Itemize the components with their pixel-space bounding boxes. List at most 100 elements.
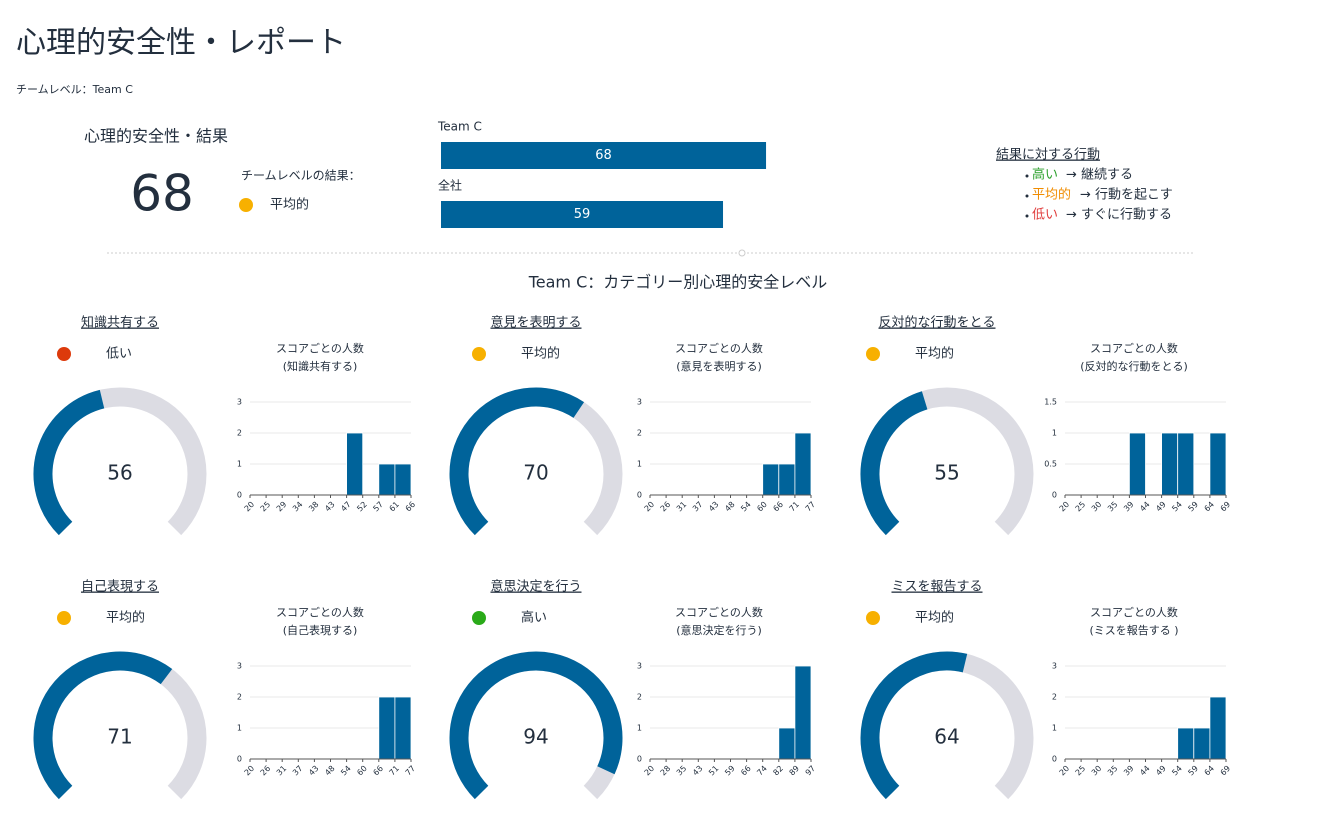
x-tick-label: 97 bbox=[804, 764, 818, 778]
gauge-fill bbox=[33, 651, 173, 800]
page-subtitle: チームレベル：Team C bbox=[16, 83, 133, 96]
histogram-bar bbox=[1177, 727, 1195, 760]
gauge-fill bbox=[860, 651, 968, 800]
histogram-title: スコアごとの人数 bbox=[276, 341, 364, 355]
x-tick-label: 43 bbox=[323, 500, 337, 514]
x-tick-label: 31 bbox=[275, 764, 289, 778]
histogram-bar bbox=[1161, 432, 1179, 496]
legend-action: → 行動を起こす bbox=[1080, 188, 1173, 203]
x-tick-label: 64 bbox=[1203, 500, 1217, 514]
legend-bullet bbox=[1025, 174, 1029, 178]
x-tick-label: 20 bbox=[1058, 764, 1072, 778]
x-tick-label: 44 bbox=[1138, 764, 1152, 778]
x-tick-label: 69 bbox=[1219, 764, 1233, 778]
histogram-subtitle: (反対的な行動をとる) bbox=[1080, 359, 1188, 373]
x-tick-label: 61 bbox=[388, 500, 402, 514]
x-tick-label: 57 bbox=[371, 500, 385, 514]
x-tick-label: 25 bbox=[1074, 500, 1088, 514]
x-tick-label: 31 bbox=[675, 500, 689, 514]
histogram-title: スコアごとの人数 bbox=[276, 605, 364, 619]
x-tick-label: 25 bbox=[259, 500, 273, 514]
y-tick-label: 3 bbox=[237, 662, 242, 671]
x-tick-label: 64 bbox=[1203, 764, 1217, 778]
x-tick-label: 28 bbox=[659, 764, 673, 778]
status-label: 低い bbox=[106, 347, 132, 362]
x-tick-label: 35 bbox=[1106, 764, 1120, 778]
histogram-bar bbox=[1209, 696, 1227, 760]
bar-value-label: 68 bbox=[595, 148, 612, 163]
x-tick-label: 20 bbox=[1058, 500, 1072, 514]
x-tick-label: 26 bbox=[259, 764, 273, 778]
x-tick-label: 48 bbox=[323, 764, 337, 778]
x-tick-label: 43 bbox=[691, 764, 705, 778]
histogram-bar bbox=[394, 463, 412, 496]
x-tick-label: 37 bbox=[291, 764, 305, 778]
x-tick-label: 20 bbox=[643, 500, 657, 514]
status-dot bbox=[57, 611, 71, 625]
status-label: 平均的 bbox=[106, 610, 145, 626]
x-tick-label: 25 bbox=[1074, 764, 1088, 778]
y-tick-label: 0 bbox=[637, 491, 642, 500]
x-tick-label: 51 bbox=[707, 764, 721, 778]
status-dot bbox=[472, 347, 486, 361]
y-tick-label: 1.5 bbox=[1044, 398, 1057, 407]
y-tick-label: 2 bbox=[637, 429, 642, 438]
status-dot bbox=[57, 347, 71, 361]
panel-title: ミスを報告する bbox=[891, 580, 982, 595]
legend-level: 低い bbox=[1032, 208, 1058, 223]
summary-score: 68 bbox=[130, 165, 194, 223]
y-tick-label: 3 bbox=[1052, 662, 1057, 671]
y-tick-label: 1 bbox=[237, 460, 242, 469]
y-tick-label: 0 bbox=[637, 755, 642, 764]
x-tick-label: 60 bbox=[755, 500, 769, 514]
y-tick-label: 0.5 bbox=[1044, 460, 1057, 469]
x-tick-label: 59 bbox=[1186, 500, 1200, 514]
histogram-bar bbox=[1193, 727, 1211, 760]
status-dot bbox=[472, 611, 486, 625]
x-tick-label: 30 bbox=[1090, 764, 1104, 778]
x-tick-label: 54 bbox=[339, 764, 353, 778]
panel-title: 反対的な行動をとる bbox=[878, 315, 995, 331]
x-tick-label: 49 bbox=[1154, 500, 1168, 514]
status-label: 高い bbox=[521, 610, 547, 626]
histogram-bar bbox=[394, 696, 412, 760]
x-tick-label: 82 bbox=[771, 764, 785, 778]
y-tick-label: 1 bbox=[1052, 429, 1057, 438]
x-tick-label: 35 bbox=[1106, 500, 1120, 514]
x-tick-label: 74 bbox=[755, 764, 769, 778]
gauge-fill bbox=[860, 391, 928, 536]
x-tick-label: 52 bbox=[355, 500, 369, 514]
legend-level: 高い bbox=[1032, 167, 1058, 183]
y-tick-label: 3 bbox=[637, 662, 642, 671]
bar-category: Team C bbox=[437, 120, 482, 134]
bar-category: 全社 bbox=[438, 178, 462, 193]
x-tick-label: 66 bbox=[404, 500, 418, 514]
x-tick-label: 20 bbox=[243, 500, 257, 514]
x-tick-label: 26 bbox=[659, 500, 673, 514]
legend-action: → 継続する bbox=[1066, 168, 1133, 183]
histogram-title: スコアごとの人数 bbox=[675, 605, 763, 619]
legend-bullet bbox=[1025, 214, 1029, 218]
panel-title: 自己表現する bbox=[81, 580, 159, 595]
x-tick-label: 54 bbox=[1170, 764, 1184, 778]
status-label: 平均的 bbox=[915, 610, 954, 626]
y-tick-label: 2 bbox=[637, 693, 642, 702]
x-tick-label: 43 bbox=[707, 500, 721, 514]
histogram-bar bbox=[1177, 432, 1195, 496]
x-tick-label: 39 bbox=[1122, 500, 1136, 514]
legend-bullet bbox=[1025, 194, 1029, 198]
legend-level: 平均的 bbox=[1032, 187, 1071, 203]
histogram-bar bbox=[778, 463, 796, 496]
y-tick-label: 0 bbox=[237, 755, 242, 764]
status-dot bbox=[239, 198, 253, 212]
bar bbox=[441, 142, 767, 169]
gauge-value: 64 bbox=[934, 725, 959, 749]
gauge-value: 71 bbox=[107, 725, 132, 749]
legend-title: 結果に対する行動 bbox=[996, 148, 1100, 163]
y-tick-label: 2 bbox=[1052, 693, 1057, 702]
histogram-bar bbox=[378, 696, 396, 760]
x-tick-label: 60 bbox=[355, 764, 369, 778]
y-tick-label: 1 bbox=[637, 724, 642, 733]
x-tick-label: 66 bbox=[739, 764, 753, 778]
